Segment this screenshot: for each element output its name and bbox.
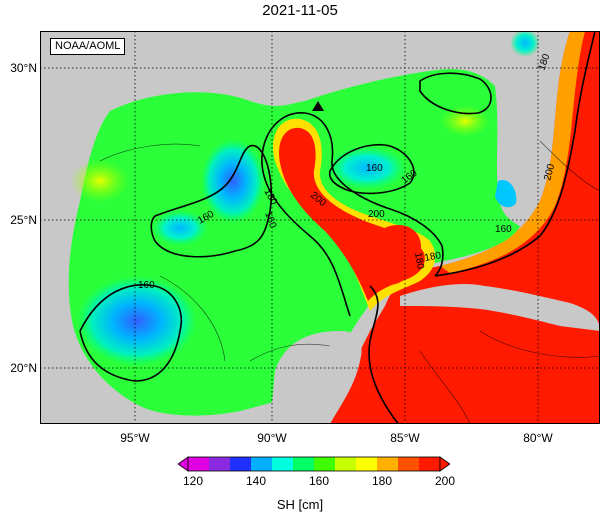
colorbar-tick: 120	[182, 474, 204, 488]
colorbar-cell	[293, 457, 315, 471]
colorbar-cell	[314, 457, 336, 471]
lat-label-25: 25°N	[10, 213, 37, 227]
map-title: 2021-11-05	[262, 2, 338, 19]
caribbean-water	[330, 31, 600, 424]
colorbar-tick: 180	[371, 474, 393, 488]
lon-label-95: 95°W	[120, 431, 150, 445]
colorbar-tick: 200	[434, 474, 456, 488]
contour-label: 200	[542, 162, 557, 181]
thin-contour-6	[539, 140, 600, 192]
contour-label: 180	[412, 252, 426, 271]
thin-contour-2	[159, 275, 226, 362]
sea-height-map: 180 160 160 160 160 200 200 180 200 180 …	[40, 31, 600, 424]
contour-200-south	[368, 285, 400, 424]
lon-label-85: 85°W	[390, 431, 420, 445]
contour-180-north	[419, 72, 492, 115]
thin-contour-1	[99, 143, 201, 162]
thin-contour-3	[249, 343, 331, 362]
colorbar	[178, 456, 450, 472]
colorbar-cell	[272, 457, 294, 471]
contour-160-central	[150, 144, 273, 258]
colorbar-cell	[356, 457, 378, 471]
colorbar-cell	[230, 457, 252, 471]
cuba-island	[400, 284, 600, 331]
thin-contour-5	[419, 350, 471, 424]
cool-eddy-central	[201, 139, 265, 223]
yellow-patch	[70, 159, 130, 203]
florida-peninsula	[495, 31, 550, 218]
colorbar-tick: 140	[245, 474, 267, 488]
thin-contour-4	[479, 330, 600, 358]
colorbar-low-arrow	[178, 456, 189, 472]
cool-eddy-small	[152, 210, 208, 246]
contour-160-east	[328, 144, 415, 195]
colorbar-cell	[188, 457, 210, 471]
yucatan-peninsula	[270, 331, 362, 424]
station-marker	[312, 101, 324, 111]
colorbar-cell	[335, 457, 357, 471]
colorbar-high-arrow	[439, 456, 450, 472]
contour-160-west	[79, 284, 182, 382]
lat-label-20: 20°N	[10, 361, 37, 375]
colorbar-tick: 160	[308, 474, 330, 488]
colorbar-title: SH [cm]	[276, 497, 324, 512]
lat-label-30: 30°N	[10, 61, 37, 75]
lon-label-80: 80°W	[523, 431, 553, 445]
cool-eddy-west	[77, 276, 197, 366]
warm-eddy	[367, 225, 422, 285]
cool-eddy-north	[510, 31, 540, 57]
colorbar-cell	[251, 457, 273, 471]
contour-180-east	[434, 31, 596, 277]
colorbar-cell	[419, 457, 441, 471]
contour-label: 160	[138, 280, 155, 291]
lon-label-90: 90°W	[257, 431, 287, 445]
contour-label: 200	[368, 209, 385, 220]
florida-blue-eddy	[495, 180, 517, 208]
contour-180-loop	[261, 112, 444, 317]
colorbar-cell	[377, 457, 399, 471]
contour-label: 160	[366, 163, 383, 174]
contour-label: 160	[495, 224, 512, 235]
atlantic-water-edge	[440, 31, 585, 273]
credit-label: NOAA/AOML	[50, 38, 126, 55]
colorbar-cell	[209, 457, 231, 471]
colorbar-cell	[398, 457, 420, 471]
cool-eddy-east	[327, 146, 407, 190]
contour-label: 180	[424, 250, 443, 264]
